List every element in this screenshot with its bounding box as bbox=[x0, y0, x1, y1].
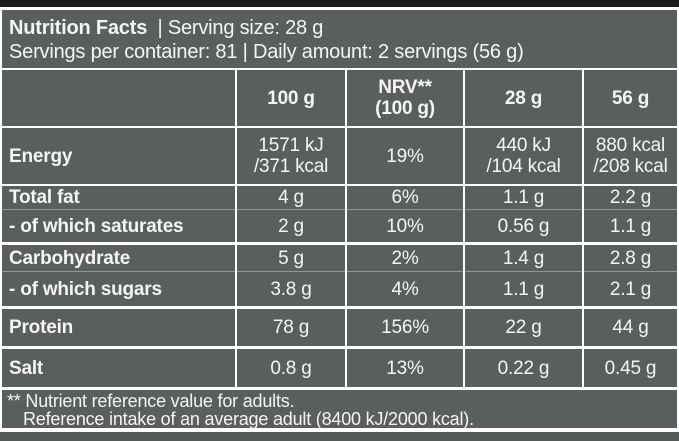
protein-per-100g: 78 g bbox=[237, 309, 345, 346]
top-border-bar bbox=[0, 0, 679, 7]
column-header-56g: 56 g bbox=[584, 70, 677, 126]
carbohydrate-nrv: 2% bbox=[347, 245, 463, 271]
nutrition-facts-title: Nutrition Facts bbox=[9, 17, 148, 39]
carbohydrate-per-100g: 5 g bbox=[237, 245, 345, 271]
energy-nrv: 19% bbox=[347, 128, 463, 184]
salt-nrv: 13% bbox=[347, 349, 463, 387]
table-row-total-fat: Total fat 4 g 6% 1.1 g 2.2 g bbox=[2, 186, 677, 209]
carbohydrate-per-28g: 1.4 g bbox=[465, 245, 582, 271]
table-row-saturates: - of which saturates 2 g 10% 0.56 g 1.1 … bbox=[2, 209, 677, 242]
carbohydrate-per-56g: 2.8 g bbox=[584, 245, 677, 271]
protein-label: Protein bbox=[2, 309, 235, 346]
saturates-nrv: 10% bbox=[347, 209, 463, 242]
saturates-per-100g: 2 g bbox=[237, 209, 345, 242]
table-row-sugars: - of which sugars 3.8 g 4% 1.1 g 2.1 g bbox=[2, 271, 677, 306]
energy-per-56g: 880 kcal /208 kcal bbox=[584, 128, 677, 184]
table-row-protein: Protein 78 g 156% 22 g 44 g bbox=[2, 309, 677, 346]
salt-per-100g: 0.8 g bbox=[237, 349, 345, 387]
nutrition-table: Nutrition Facts | Serving size: 28 g Ser… bbox=[0, 10, 679, 428]
column-header-28g: 28 g bbox=[465, 70, 582, 126]
total-fat-label: Total fat bbox=[2, 186, 235, 209]
salt-per-56g: 0.45 g bbox=[584, 349, 677, 387]
table-row-salt: Salt 0.8 g 13% 0.22 g 0.45 g bbox=[2, 349, 677, 387]
sugars-label: - of which sugars bbox=[2, 271, 235, 306]
total-fat-nrv: 6% bbox=[347, 186, 463, 209]
saturates-label: - of which saturates bbox=[2, 209, 235, 242]
total-fat-per-56g: 2.2 g bbox=[584, 186, 677, 209]
protein-per-56g: 44 g bbox=[584, 309, 677, 346]
serving-size-text: | Serving size: 28 g bbox=[157, 17, 324, 39]
footnote-nrv-definition: ** Nutrient reference value for adults. bbox=[7, 391, 295, 411]
sugars-per-56g: 2.1 g bbox=[584, 271, 677, 306]
servings-per-container-text: Servings per container: 81 | Daily amoun… bbox=[9, 41, 524, 63]
sugars-per-28g: 1.1 g bbox=[465, 271, 582, 306]
column-header-blank bbox=[2, 70, 235, 126]
column-header-nrv: NRV** (100 g) bbox=[347, 70, 463, 126]
header-line-1: Nutrition Facts | Serving size: 28 g bbox=[9, 16, 677, 40]
sugars-per-100g: 3.8 g bbox=[237, 271, 345, 306]
protein-per-28g: 22 g bbox=[465, 309, 582, 346]
salt-per-28g: 0.22 g bbox=[465, 349, 582, 387]
header-band: Nutrition Facts | Serving size: 28 g Ser… bbox=[2, 10, 677, 68]
energy-label: Energy bbox=[2, 128, 235, 184]
total-fat-per-28g: 1.1 g bbox=[465, 186, 582, 209]
energy-per-100g: 1571 kJ /371 kcal bbox=[237, 128, 345, 184]
footnote: ** Nutrient reference value for adults. … bbox=[2, 390, 677, 428]
table-row-energy: Energy 1571 kJ /371 kcal 19% 440 kJ /104… bbox=[2, 128, 677, 184]
footnote-reference-intake: Reference intake of an average adult (84… bbox=[23, 409, 474, 429]
sugars-nrv: 4% bbox=[347, 271, 463, 306]
salt-label: Salt bbox=[2, 349, 235, 387]
saturates-per-28g: 0.56 g bbox=[465, 209, 582, 242]
table-row-carbohydrate: Carbohydrate 5 g 2% 1.4 g 2.8 g bbox=[2, 245, 677, 271]
column-header-row: 100 g NRV** (100 g) 28 g 56 g bbox=[2, 70, 677, 126]
protein-nrv: 156% bbox=[347, 309, 463, 346]
energy-per-28g: 440 kJ /104 kcal bbox=[465, 128, 582, 184]
total-fat-per-100g: 4 g bbox=[237, 186, 345, 209]
carbohydrate-label: Carbohydrate bbox=[2, 245, 235, 271]
saturates-per-56g: 1.1 g bbox=[584, 209, 677, 242]
column-header-100g: 100 g bbox=[237, 70, 345, 126]
bottom-border-bar bbox=[0, 432, 679, 441]
